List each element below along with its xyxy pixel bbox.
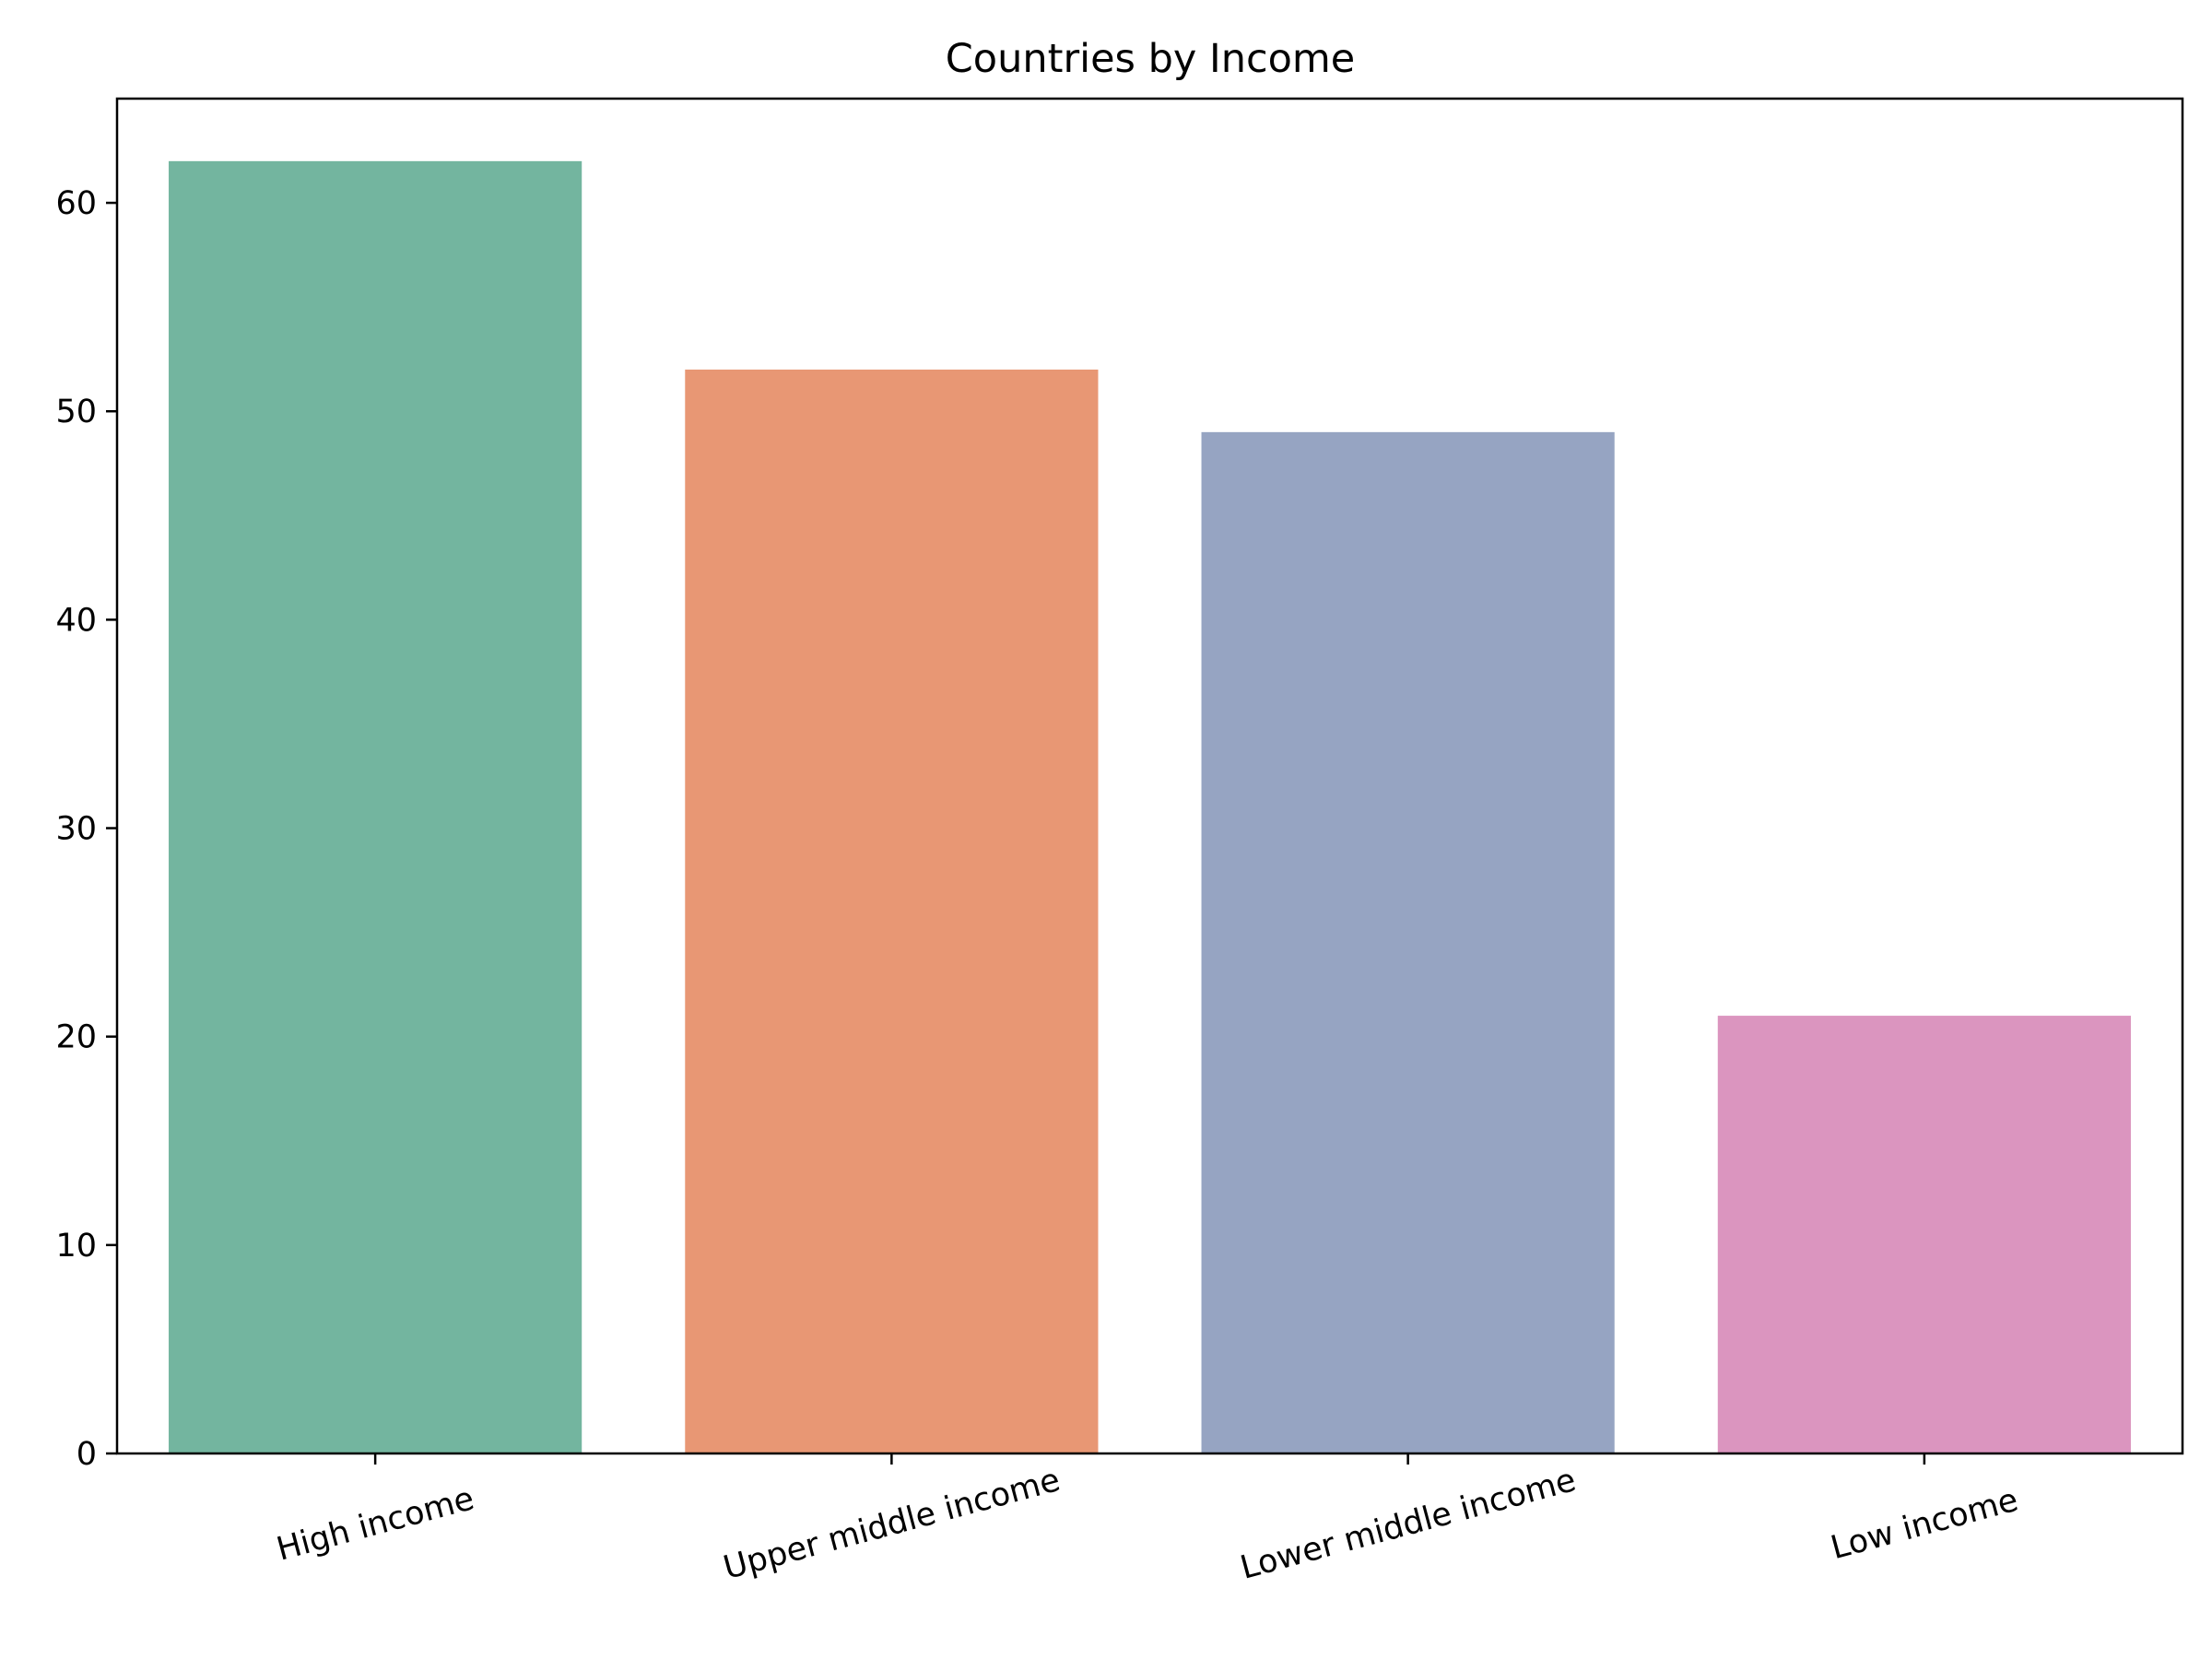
y-axis: 0 10 20 30 40 50 60 [55,185,117,1473]
y-tick-label: 60 [55,185,97,222]
chart-title: Countries by Income [946,36,1356,82]
y-tick-label: 0 [76,1436,97,1473]
x-tick-label: Lower middle income [1237,1462,1580,1587]
x-axis: High income Upper middle income Lower midd… [273,1453,2022,1587]
bar-high-income [169,160,582,1453]
bar-low-income [1717,1016,2131,1453]
y-tick-label: 50 [55,394,97,430]
bars-layer [169,160,2131,1453]
plot-area-frame [115,97,2184,1455]
y-tick-label: 40 [55,602,97,639]
x-tick-label: Upper middle income [720,1462,1064,1587]
bar-upper-middle-income [685,370,1099,1453]
y-tick-label: 30 [55,811,97,848]
bar-lower-middle-income [1201,431,1615,1453]
x-tick-label: High income [273,1480,478,1569]
x-tick-label: Low income [1827,1482,2022,1568]
y-tick-label: 10 [55,1228,97,1265]
y-tick-label: 20 [55,1019,97,1056]
